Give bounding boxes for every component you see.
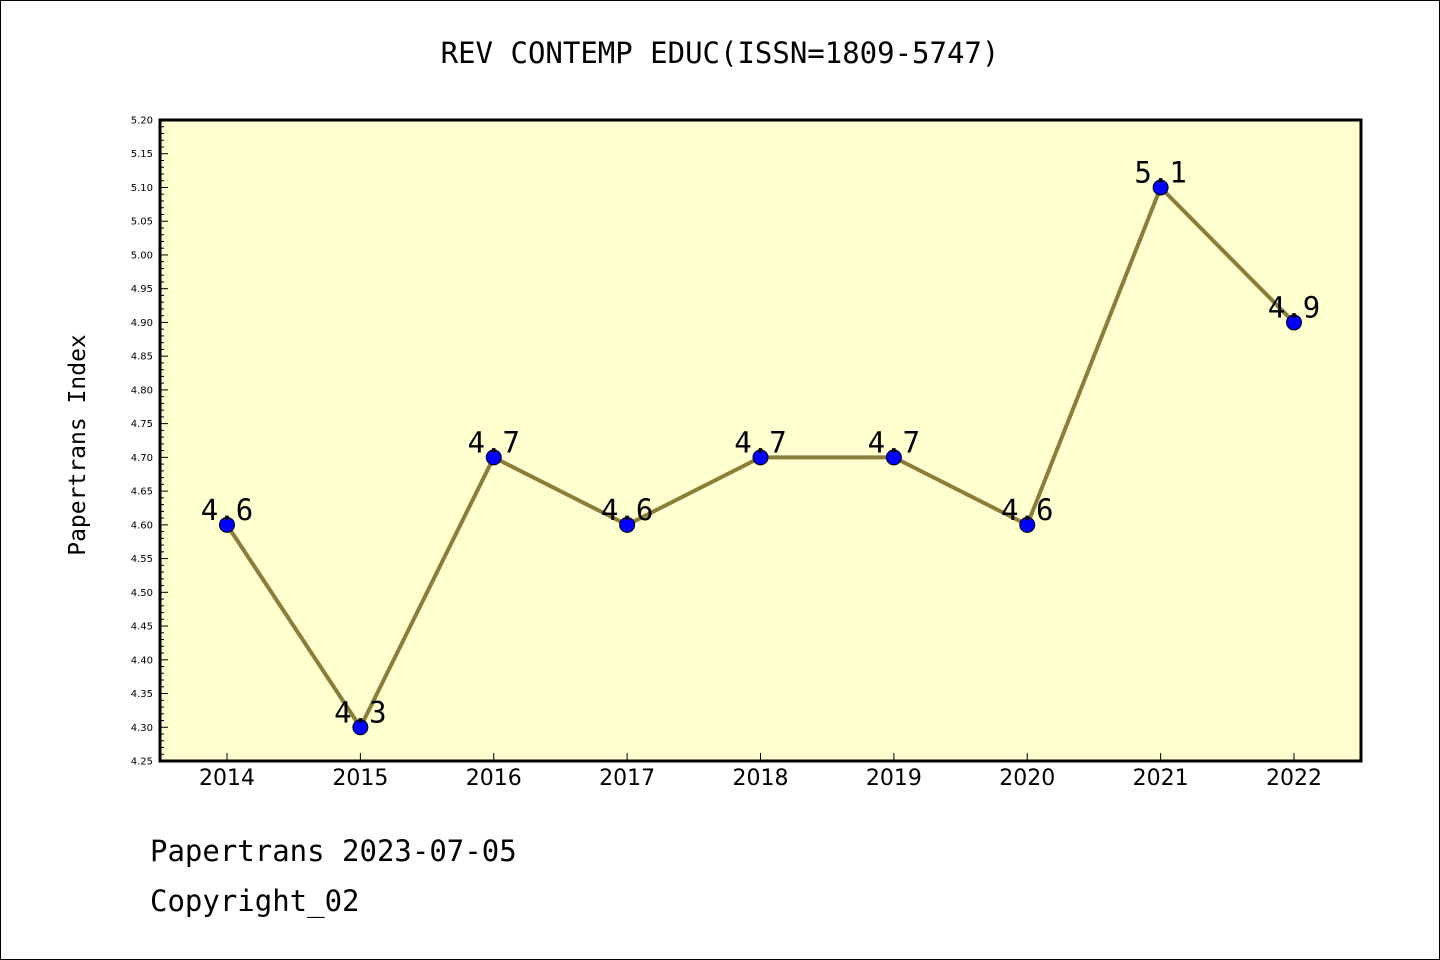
- y-tick-label: 4.35: [131, 689, 153, 700]
- data-point: [1286, 314, 1302, 331]
- footer-date: Papertrans 2023-07-05: [150, 834, 517, 868]
- y-tick-label: 4.30: [131, 723, 153, 734]
- y-tick-label: 4.55: [131, 554, 153, 565]
- x-tick-label: 2020: [999, 766, 1055, 791]
- data-point: [752, 449, 769, 466]
- data-point: [352, 719, 369, 736]
- data-point: [1019, 516, 1036, 533]
- data-markers: [219, 179, 1302, 736]
- plot-area: [158, 118, 1363, 763]
- y-tick-label: 5.05: [131, 217, 153, 228]
- y-tick-label: 4.70: [131, 453, 153, 464]
- data-label: 4.9: [1268, 290, 1320, 324]
- data-point: [485, 449, 502, 466]
- data-point: [885, 449, 902, 466]
- y-tick-label: 4.65: [131, 487, 153, 498]
- footer-copyright: Copyright_02: [150, 884, 360, 918]
- data-point: [619, 516, 636, 533]
- y-tick-label: 4.80: [131, 385, 153, 396]
- x-tick-label: 2021: [1133, 766, 1189, 791]
- x-tick-label: 2019: [866, 766, 922, 791]
- y-tick-label: 4.95: [131, 284, 153, 295]
- x-tick-label: 2014: [199, 766, 255, 791]
- y-tick-label: 4.90: [131, 318, 153, 329]
- x-tick-label: 2016: [466, 766, 522, 791]
- y-tick-label: 4.40: [131, 655, 153, 666]
- x-axis: 2014 2015 2016 2017 2018 2019 2020 2021 2022: [199, 753, 1322, 791]
- data-labels: 4.6 4.3 4.7 4.6 4.7 4.7 4.6 5.1 4.9: [201, 155, 1320, 729]
- data-label: 5.1: [1134, 155, 1186, 189]
- data-label: 4.6: [1001, 493, 1053, 527]
- y-tick-label: 4.45: [131, 622, 153, 633]
- x-tick-label: 2015: [332, 766, 388, 791]
- x-tick-label: 2017: [599, 766, 655, 791]
- data-label: 4.6: [201, 493, 253, 527]
- y-tick-label: 4.25: [131, 757, 153, 768]
- data-point: [219, 516, 235, 533]
- data-label: 4.7: [468, 425, 520, 459]
- y-tick-label: 5.00: [131, 250, 153, 261]
- y-tick-label: 4.85: [131, 352, 153, 363]
- data-label: 4.7: [868, 425, 920, 459]
- data-label: 4.3: [334, 695, 386, 729]
- y-axis-label: Papertrans Index: [65, 334, 91, 556]
- x-tick-label: 2022: [1266, 766, 1322, 791]
- y-tick-label: 5.15: [131, 149, 153, 160]
- x-tick-label: 2018: [733, 766, 789, 791]
- data-label: 4.7: [734, 425, 786, 459]
- chart-title: REV CONTEMP EDUC(ISSN=1809-5747): [440, 36, 1000, 70]
- y-tick-label: 4.75: [131, 419, 153, 430]
- data-label: 4.6: [601, 493, 653, 527]
- y-tick-label: 5.10: [131, 183, 153, 194]
- y-tick-label: 4.60: [131, 520, 153, 531]
- y-axis: 4.25 4.30 4.35 4.40 4.45 4.50 4.55 4.60 4.65 4.70…: [131, 116, 168, 768]
- y-tick-label: 5.20: [131, 116, 153, 127]
- data-point: [1152, 179, 1169, 196]
- y-tick-label: 4.50: [131, 588, 153, 599]
